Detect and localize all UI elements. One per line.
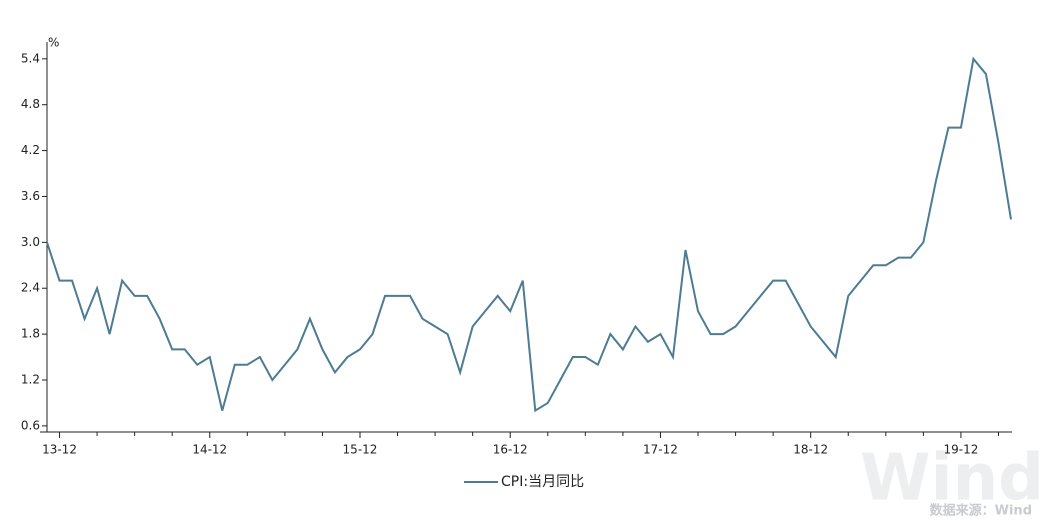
y-tick-label: 2.4 — [21, 281, 40, 295]
y-tick-label: 3.0 — [21, 235, 40, 249]
y-tick-label: 3.6 — [21, 189, 40, 203]
y-tick-label: 0.6 — [21, 418, 40, 432]
x-tick-label: 19-12 — [943, 443, 978, 457]
x-tick-label: 14-12 — [192, 443, 227, 457]
x-tick-label: 16-12 — [493, 443, 528, 457]
x-tick-label: 18-12 — [793, 443, 828, 457]
y-tick-label: 1.2 — [21, 373, 40, 387]
x-tick-label: 13-12 — [42, 443, 77, 457]
y-unit: % — [48, 36, 59, 50]
x-tick-label: 15-12 — [343, 443, 378, 457]
watermark: Wind — [860, 442, 1044, 516]
y-tick-label: 4.2 — [21, 143, 40, 157]
legend-label: CPI:当月同比 — [501, 474, 584, 490]
source: 数据来源：Wind — [930, 503, 1032, 519]
y-tick-label: 5.4 — [21, 51, 40, 65]
y-tick-label: 1.8 — [21, 327, 40, 341]
x-tick-label: 17-12 — [643, 443, 678, 457]
y-tick-label: 4.8 — [21, 97, 40, 111]
line — [46, 56, 1012, 413]
